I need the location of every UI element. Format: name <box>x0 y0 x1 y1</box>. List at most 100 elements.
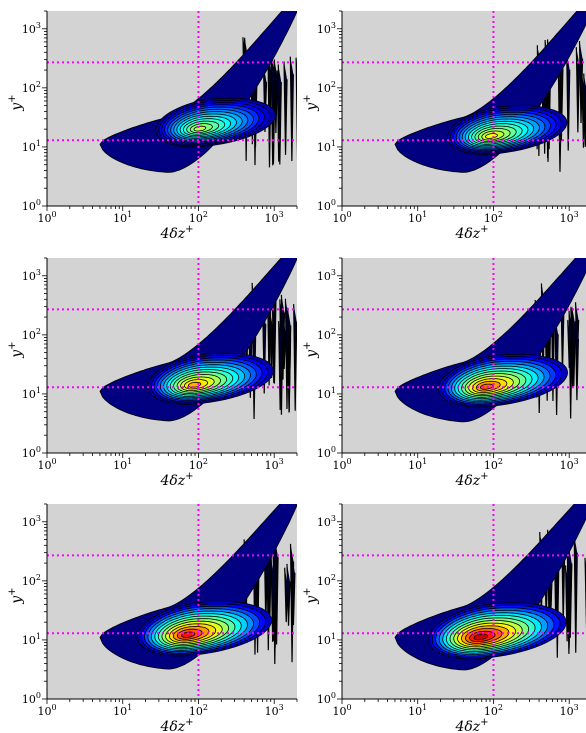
contour-panel-row1-right: 100 101 102 103 100 101 102 103 4δz+ y+ <box>302 10 586 242</box>
contour-layer <box>47 504 297 699</box>
y-tick-label: 100 <box>22 198 41 213</box>
x-axis-label: 4δz+ <box>454 471 488 489</box>
x-tick-label: 102 <box>189 210 208 225</box>
y-tick-label: 101 <box>317 139 336 154</box>
contour-streak <box>559 50 564 141</box>
y-tick-label: 100 <box>317 198 336 213</box>
x-tick-label: 103 <box>560 457 579 472</box>
y-tick-label: 101 <box>317 386 336 401</box>
x-tick-label: 101 <box>113 703 132 718</box>
y-tick-label: 101 <box>22 139 41 154</box>
y-axis-label: y+ <box>7 587 25 604</box>
contour-streak <box>289 56 294 161</box>
contour-streak <box>567 320 572 369</box>
x-axis-label: 4δz+ <box>159 717 193 733</box>
y-tick-label: 103 <box>22 21 41 36</box>
contour-streak <box>583 73 586 147</box>
contour-streak <box>273 59 278 134</box>
x-tick-label: 102 <box>484 210 503 225</box>
contour-streak <box>262 64 268 132</box>
x-axis-label: 4δz+ <box>159 471 193 489</box>
contour-streak <box>291 555 296 626</box>
y-tick-label: 101 <box>22 386 41 401</box>
y-tick-label: 100 <box>22 445 41 460</box>
x-tick-label: 102 <box>189 457 208 472</box>
y-tick-label: 101 <box>22 632 41 647</box>
contour-level <box>473 633 489 641</box>
x-axis-label: 4δz+ <box>454 717 488 733</box>
contour-layer <box>342 258 586 453</box>
y-tick-label: 102 <box>22 573 41 588</box>
y-tick-label: 102 <box>317 80 336 95</box>
contour-streak <box>566 548 571 654</box>
y-axis-label: y+ <box>7 341 25 358</box>
y-tick-label: 100 <box>22 691 41 706</box>
contour-streak <box>271 288 276 383</box>
contour-streak <box>283 61 288 155</box>
contour-panel-row3-right: 100 101 102 103 100 101 102 103 4δz+ y+ <box>302 503 586 733</box>
x-tick-label: 103 <box>560 703 579 718</box>
contour-level <box>193 125 207 132</box>
x-tick-label: 100 <box>332 210 351 225</box>
x-tick-label: 101 <box>408 210 427 225</box>
y-tick-label: 100 <box>317 691 336 706</box>
x-tick-label: 100 <box>37 703 56 718</box>
y-axis-label: y+ <box>7 94 25 111</box>
y-tick-label: 101 <box>317 632 336 647</box>
y-tick-label: 103 <box>317 268 336 283</box>
contour-streak <box>575 47 580 133</box>
x-tick-label: 100 <box>37 457 56 472</box>
contour-streak <box>293 304 297 411</box>
x-axis-label: 4δz+ <box>454 224 488 242</box>
x-tick-label: 100 <box>332 457 351 472</box>
x-tick-label: 101 <box>113 210 132 225</box>
contour-level <box>394 11 586 173</box>
y-tick-label: 102 <box>22 327 41 342</box>
contour-streak <box>573 535 578 653</box>
contour-panel-row2-left: 100 101 102 103 100 101 102 103 4δz+ y+ <box>7 257 298 489</box>
y-tick-label: 103 <box>22 268 41 283</box>
contour-layer <box>342 11 586 206</box>
contour-streak <box>280 294 286 380</box>
contour-streak <box>574 321 580 401</box>
y-axis-label: y+ <box>302 94 320 111</box>
contour-streak <box>284 567 289 623</box>
contour-streak <box>276 70 281 162</box>
x-axis-label: 4δz+ <box>159 224 193 242</box>
contour-streak <box>566 52 571 151</box>
y-tick-label: 103 <box>317 514 336 529</box>
contour-streak <box>262 306 267 394</box>
x-tick-label: 103 <box>560 210 579 225</box>
y-axis-label: y+ <box>302 587 320 604</box>
contour-streak <box>272 538 277 664</box>
x-tick-label: 103 <box>265 210 284 225</box>
x-tick-label: 103 <box>265 703 284 718</box>
contour-layer <box>47 258 297 453</box>
x-tick-label: 103 <box>265 457 284 472</box>
contour-level <box>181 631 196 638</box>
contour-panel-row1-left: 100 101 102 103 100 101 102 103 4δz+ y+ <box>7 10 298 242</box>
y-tick-label: 102 <box>22 80 41 95</box>
y-tick-label: 103 <box>317 21 336 36</box>
y-tick-label: 103 <box>22 514 41 529</box>
contour-layer <box>47 11 297 206</box>
y-tick-label: 102 <box>317 573 336 588</box>
contour-streak <box>287 307 292 413</box>
x-tick-label: 100 <box>37 210 56 225</box>
y-axis-label: y+ <box>302 341 320 358</box>
x-tick-label: 101 <box>408 703 427 718</box>
contour-layer <box>342 504 586 699</box>
x-tick-label: 102 <box>189 703 208 718</box>
contour-streak <box>278 321 283 410</box>
y-tick-label: 100 <box>317 445 336 460</box>
x-tick-label: 101 <box>113 457 132 472</box>
y-tick-label: 102 <box>317 327 336 342</box>
x-tick-label: 100 <box>332 703 351 718</box>
x-tick-label: 102 <box>484 703 503 718</box>
contour-streak <box>578 41 584 124</box>
contour-panel-row2-right: 100 101 102 103 100 101 102 103 4δz+ y+ <box>302 257 586 489</box>
x-tick-label: 102 <box>484 457 503 472</box>
contour-streak <box>295 57 297 160</box>
contour-panel-row3-left: 100 101 102 103 100 101 102 103 4δz+ y+ <box>7 503 298 733</box>
